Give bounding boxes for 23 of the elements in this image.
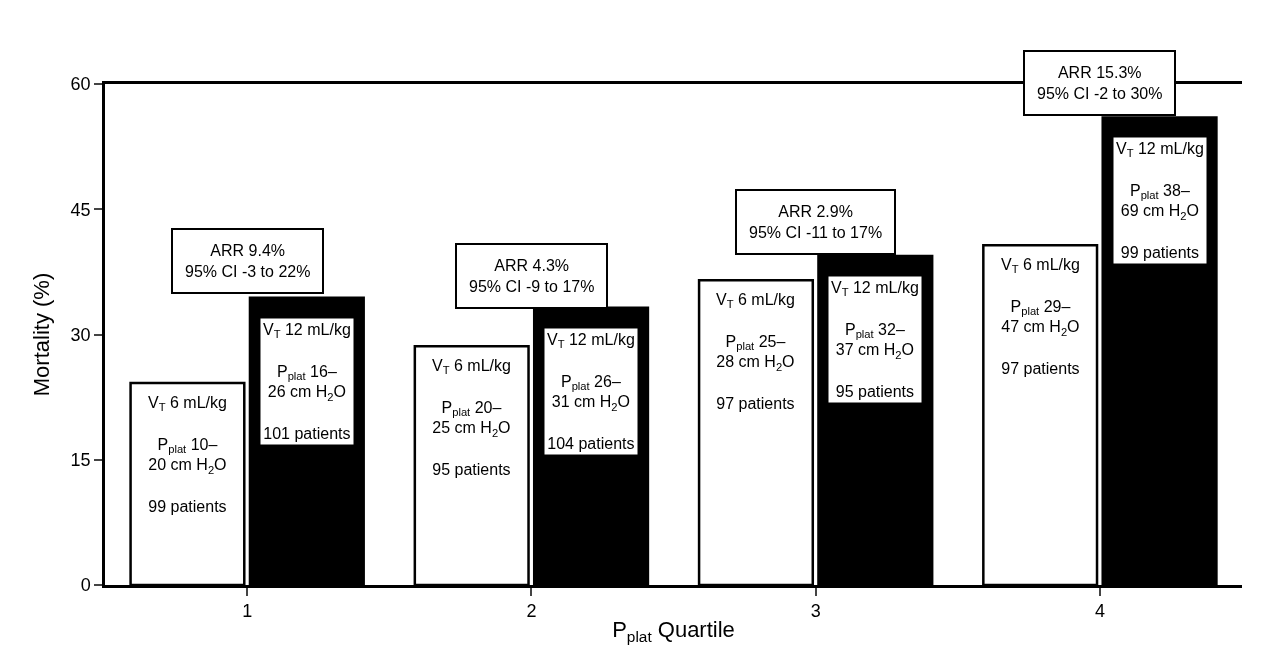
y-tick-label: 60 bbox=[70, 74, 91, 95]
text: V$_{T}$ 12 mL/kg P$_{plat}$ 32– 37 cm H$_{2}$O 95 patients bbox=[831, 279, 919, 400]
y-tick-label: 0 bbox=[80, 575, 91, 596]
x-tick-label: 1 bbox=[242, 601, 253, 622]
x-tick-label: 4 bbox=[1094, 601, 1105, 622]
text: V$_{T}$ 12 mL/kg P$_{plat}$ 26– 31 cm H$_{2}$O 104 patients bbox=[547, 331, 635, 452]
annotation: ARR 4.3% 95% CI -9 to 17% bbox=[469, 257, 595, 295]
y-tick-label: 30 bbox=[70, 324, 91, 345]
text: V$_{T}$ 6 mL/kg P$_{plat}$ 25– 28 cm H$_{2}$O 97 patients bbox=[716, 291, 795, 412]
text: V$_{T}$ 6 mL/kg P$_{plat}$ 29– 47 cm H$_{2}$O 97 patients bbox=[1001, 256, 1080, 377]
y-axis-title: Mortality (%) bbox=[29, 272, 55, 397]
text: V$_{T}$ 12 mL/kg P$_{plat}$ 16– 26 cm H$_{2}$O 101 patients bbox=[263, 321, 351, 442]
text: V$_{T}$ 6 mL/kg P$_{plat}$ 20– 25 cm H$_{2}$O 95 patients bbox=[432, 357, 511, 478]
y-tick-label: 15 bbox=[70, 450, 91, 471]
x-tick-label: 3 bbox=[810, 601, 821, 622]
annotation: ARR 15.3% 95% CI -2 to 30% bbox=[1037, 64, 1163, 102]
x-tick-label: 2 bbox=[526, 601, 537, 622]
annotation: ARR 2.9% 95% CI -11 to 17% bbox=[749, 203, 883, 241]
y-tick-label: 45 bbox=[70, 199, 91, 220]
text: V$_{T}$ 12 mL/kg P$_{plat}$ 38– 69 cm H$_{2}$O 99 patients bbox=[1116, 140, 1204, 261]
x-axis-title: P$_{plat}$ Quartile bbox=[612, 617, 735, 645]
text: V$_{T}$ 6 mL/kg P$_{plat}$ 10– 20 cm H$_{2}$O 99 patients bbox=[148, 394, 227, 515]
annotation: ARR 9.4% 95% CI -3 to 22% bbox=[185, 242, 311, 280]
